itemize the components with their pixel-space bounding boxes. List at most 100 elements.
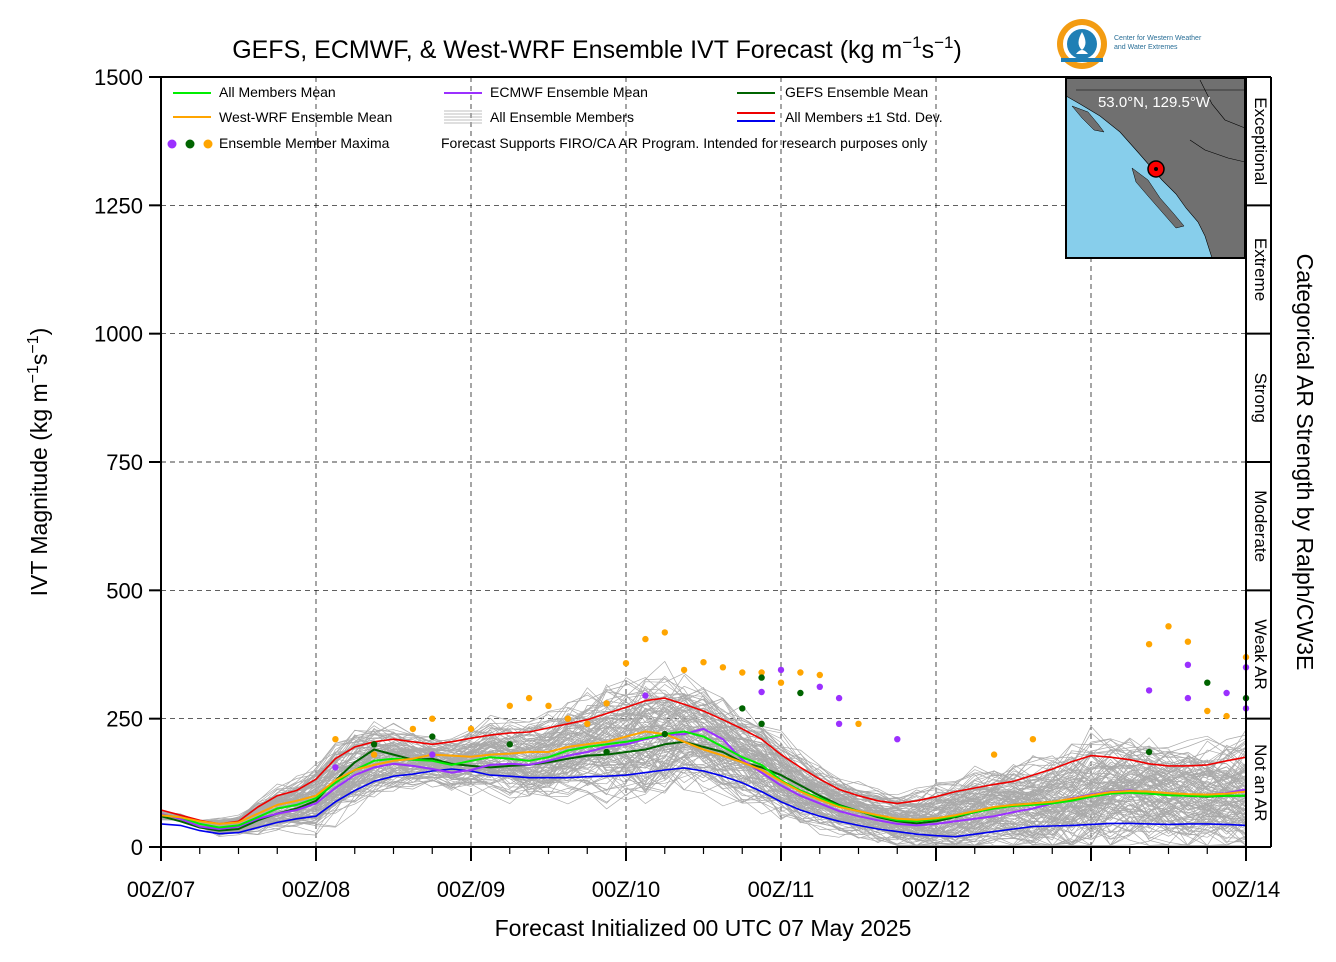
legend-std-dev: All Members ±1 Std. Dev. — [785, 109, 943, 125]
maxima-point-wrf — [506, 702, 513, 709]
maxima-point-gefs — [1204, 679, 1211, 686]
maxima-point-gefs — [506, 741, 513, 748]
ensemble-member-line — [160, 759, 1247, 846]
right-axis-label: Categorical AR Strength by Ralph/CW3E — [1292, 254, 1318, 671]
maxima-point-wrf — [525, 694, 533, 702]
y-tick-label: 1500 — [94, 65, 143, 90]
maxima-point-wrf — [409, 725, 417, 733]
legend-member-maxima: Ensemble Member Maxima — [219, 135, 390, 151]
ensemble-member-line — [161, 736, 1247, 846]
maxima-point-wrf — [797, 669, 804, 676]
maxima-point-ecmwf — [835, 694, 843, 702]
category-label: Weak AR — [1251, 619, 1270, 690]
legend-all-ensemble-members: All Ensemble Members — [490, 109, 634, 125]
ensemble-member-line — [160, 715, 1247, 823]
maxima-point-wrf — [467, 725, 475, 733]
x-tick-label: 00Z/11 — [748, 877, 815, 902]
ensemble-member-line — [160, 703, 1247, 830]
maxima-point-gefs — [603, 748, 610, 756]
maxima-point-wrf — [564, 715, 572, 722]
maxima-point-wrf — [1204, 707, 1211, 715]
maxima-point-wrf — [758, 669, 765, 676]
maxima-point-ecmwf — [1184, 661, 1192, 668]
maxima-point-wrf — [680, 666, 688, 674]
maxima-point-ecmwf — [1223, 689, 1230, 697]
maxima-point-wrf — [584, 720, 591, 727]
x-tick-label: 00Z/12 — [902, 877, 971, 902]
mean-lines — [160, 697, 1247, 838]
ensemble-member-line — [160, 733, 1247, 838]
ensemble-member-line — [160, 763, 1247, 846]
ensemble-member-line — [160, 732, 1247, 846]
maxima-point-wrf — [739, 669, 746, 676]
std-lower-line — [160, 767, 1247, 838]
std-upper-line — [160, 697, 1247, 825]
maxima-point-wrf — [1165, 623, 1172, 630]
ensemble-member-line — [160, 702, 1247, 830]
maxima-point-gefs — [797, 689, 804, 697]
all-members-mean-line — [160, 730, 1246, 829]
maxima-point-wrf — [990, 751, 998, 758]
category-label: Not an AR — [1251, 744, 1270, 822]
ensemble-member-line — [160, 731, 1247, 847]
west-wrf-mean-line — [160, 730, 1247, 825]
x-axis-ticks: 00Z/07 00Z/08 00Z/09 00Z/10 00Z/11 00Z/12 00Z/… — [127, 847, 1280, 902]
maxima-point-ecmwf — [758, 688, 765, 696]
x-tick-label: 00Z/09 — [437, 877, 506, 902]
y-tick-label: 750 — [106, 450, 143, 475]
x-tick-label: 00Z/10 — [592, 877, 661, 902]
maxima-point-wrf — [429, 715, 436, 722]
maxima-point-ecmwf — [835, 720, 843, 727]
maxima-point-gefs — [758, 720, 765, 727]
ensemble-member-line — [160, 685, 1247, 828]
ensemble-member-line — [160, 726, 1247, 840]
ensemble-member-line — [160, 699, 1247, 824]
maxima-point-gefs — [758, 674, 765, 681]
ensemble-member-line — [160, 691, 1247, 825]
legend: All Members Mean ECMWF Ensemble Mean GEF… — [167, 84, 943, 151]
maxima-point-wrf — [642, 635, 649, 643]
maxima-point-wrf — [622, 660, 630, 667]
ensemble-member-line — [160, 660, 1247, 828]
maxima-point-wrf — [603, 700, 610, 707]
maxima-point-gefs — [1145, 748, 1153, 756]
y-tick-label: 1250 — [94, 193, 143, 218]
maxima-point-wrf — [1184, 638, 1192, 645]
maxima-point-gefs — [739, 705, 746, 712]
legend-ecmwf-mean: ECMWF Ensemble Mean — [490, 84, 648, 100]
maxima-point-ecmwf — [642, 692, 649, 699]
disclaimer: Forecast Supports FIRO/CA AR Program. In… — [441, 135, 927, 151]
category-label: Moderate — [1251, 490, 1270, 562]
y-axis-label: IVT Magnitude (kg m−1s−1) — [25, 328, 52, 597]
ensemble-member-line — [160, 693, 1247, 822]
location-inset-map: 53.0°N, 129.5°W — [1065, 77, 1246, 259]
maxima-point-wrf — [719, 664, 727, 671]
legend-all-members-mean: All Members Mean — [219, 84, 336, 100]
maxima-point-gefs — [429, 733, 436, 740]
y-tick-label: 0 — [131, 835, 143, 860]
maxima-point-gefs — [370, 741, 378, 748]
ensemble-member-line — [160, 727, 1247, 839]
maxima-point-ecmwf — [1184, 694, 1192, 702]
x-tick-label: 00Z/13 — [1057, 877, 1126, 902]
logo-text-line2: and Water Extremes — [1114, 44, 1178, 51]
maxima-point-wrf — [1145, 641, 1153, 648]
y-axis-ticks: 0 250 500 750 1000 1250 1500 — [94, 65, 161, 860]
ar-category-axis: Not an AR Weak AR Moderate Strong Extreme Exc… — [1246, 76, 1272, 848]
ensemble-member-line — [160, 696, 1247, 826]
maxima-point-wrf — [545, 702, 552, 709]
maxima-point-ecmwf — [816, 683, 823, 690]
ensemble-member-line — [160, 708, 1247, 829]
ensemble-member-lines — [160, 660, 1247, 847]
ensemble-member-line — [160, 708, 1247, 826]
ensemble-member-line — [160, 754, 1247, 846]
maxima-point-wrf — [661, 629, 668, 636]
maxima-point-wrf — [816, 671, 823, 679]
ensemble-member-maxima — [332, 623, 1250, 771]
maxima-point-wrf — [855, 720, 862, 727]
maxima-point-ecmwf — [894, 736, 901, 743]
y-tick-label: 1000 — [94, 322, 143, 347]
y-tick-label: 250 — [106, 707, 143, 732]
maxima-point-wrf — [1223, 712, 1230, 720]
